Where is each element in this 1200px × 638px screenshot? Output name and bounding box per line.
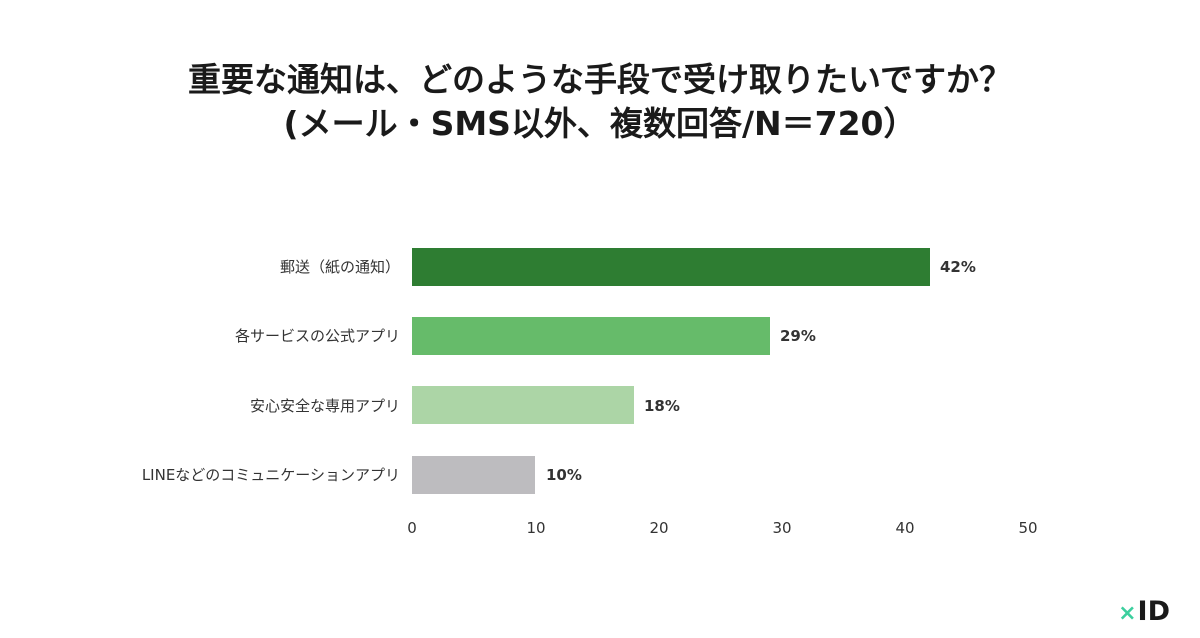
bar-dedicated-app: [412, 386, 634, 424]
category-label: LINEなどのコミュニケーションアプリ: [141, 466, 400, 484]
x-tick: 50: [1018, 519, 1038, 537]
bar-messaging-app: [412, 456, 535, 494]
x-tick: 30: [772, 519, 792, 537]
logo-text: ID: [1137, 596, 1170, 627]
category-label: 各サービスの公式アプリ: [234, 327, 400, 345]
x-tick: 0: [407, 519, 417, 537]
x-tick: 40: [895, 519, 915, 537]
category-label: 郵送（紙の通知）: [279, 258, 400, 276]
value-label: 29%: [780, 327, 816, 345]
x-tick: 20: [649, 519, 669, 537]
value-label: 10%: [546, 466, 582, 484]
bar-official-app: [412, 317, 770, 355]
value-label: 18%: [644, 397, 680, 415]
value-label: 42%: [940, 258, 976, 276]
chart-title: 重要な通知は、どのような手段で受け取りたいですか？ (メール・SMS以外、複数回…: [0, 58, 1200, 146]
logo-x-icon: ×: [1118, 601, 1137, 626]
category-label: 安心安全な専用アプリ: [249, 397, 400, 415]
x-tick: 10: [526, 519, 546, 537]
chart-title-line2: (メール・SMS以外、複数回答/N＝720）: [283, 104, 917, 143]
bar-postal-mail: [412, 248, 930, 286]
brand-logo: ×ID: [1118, 596, 1170, 630]
chart-title-line1: 重要な通知は、どのような手段で受け取りたいですか？: [187, 60, 1012, 99]
